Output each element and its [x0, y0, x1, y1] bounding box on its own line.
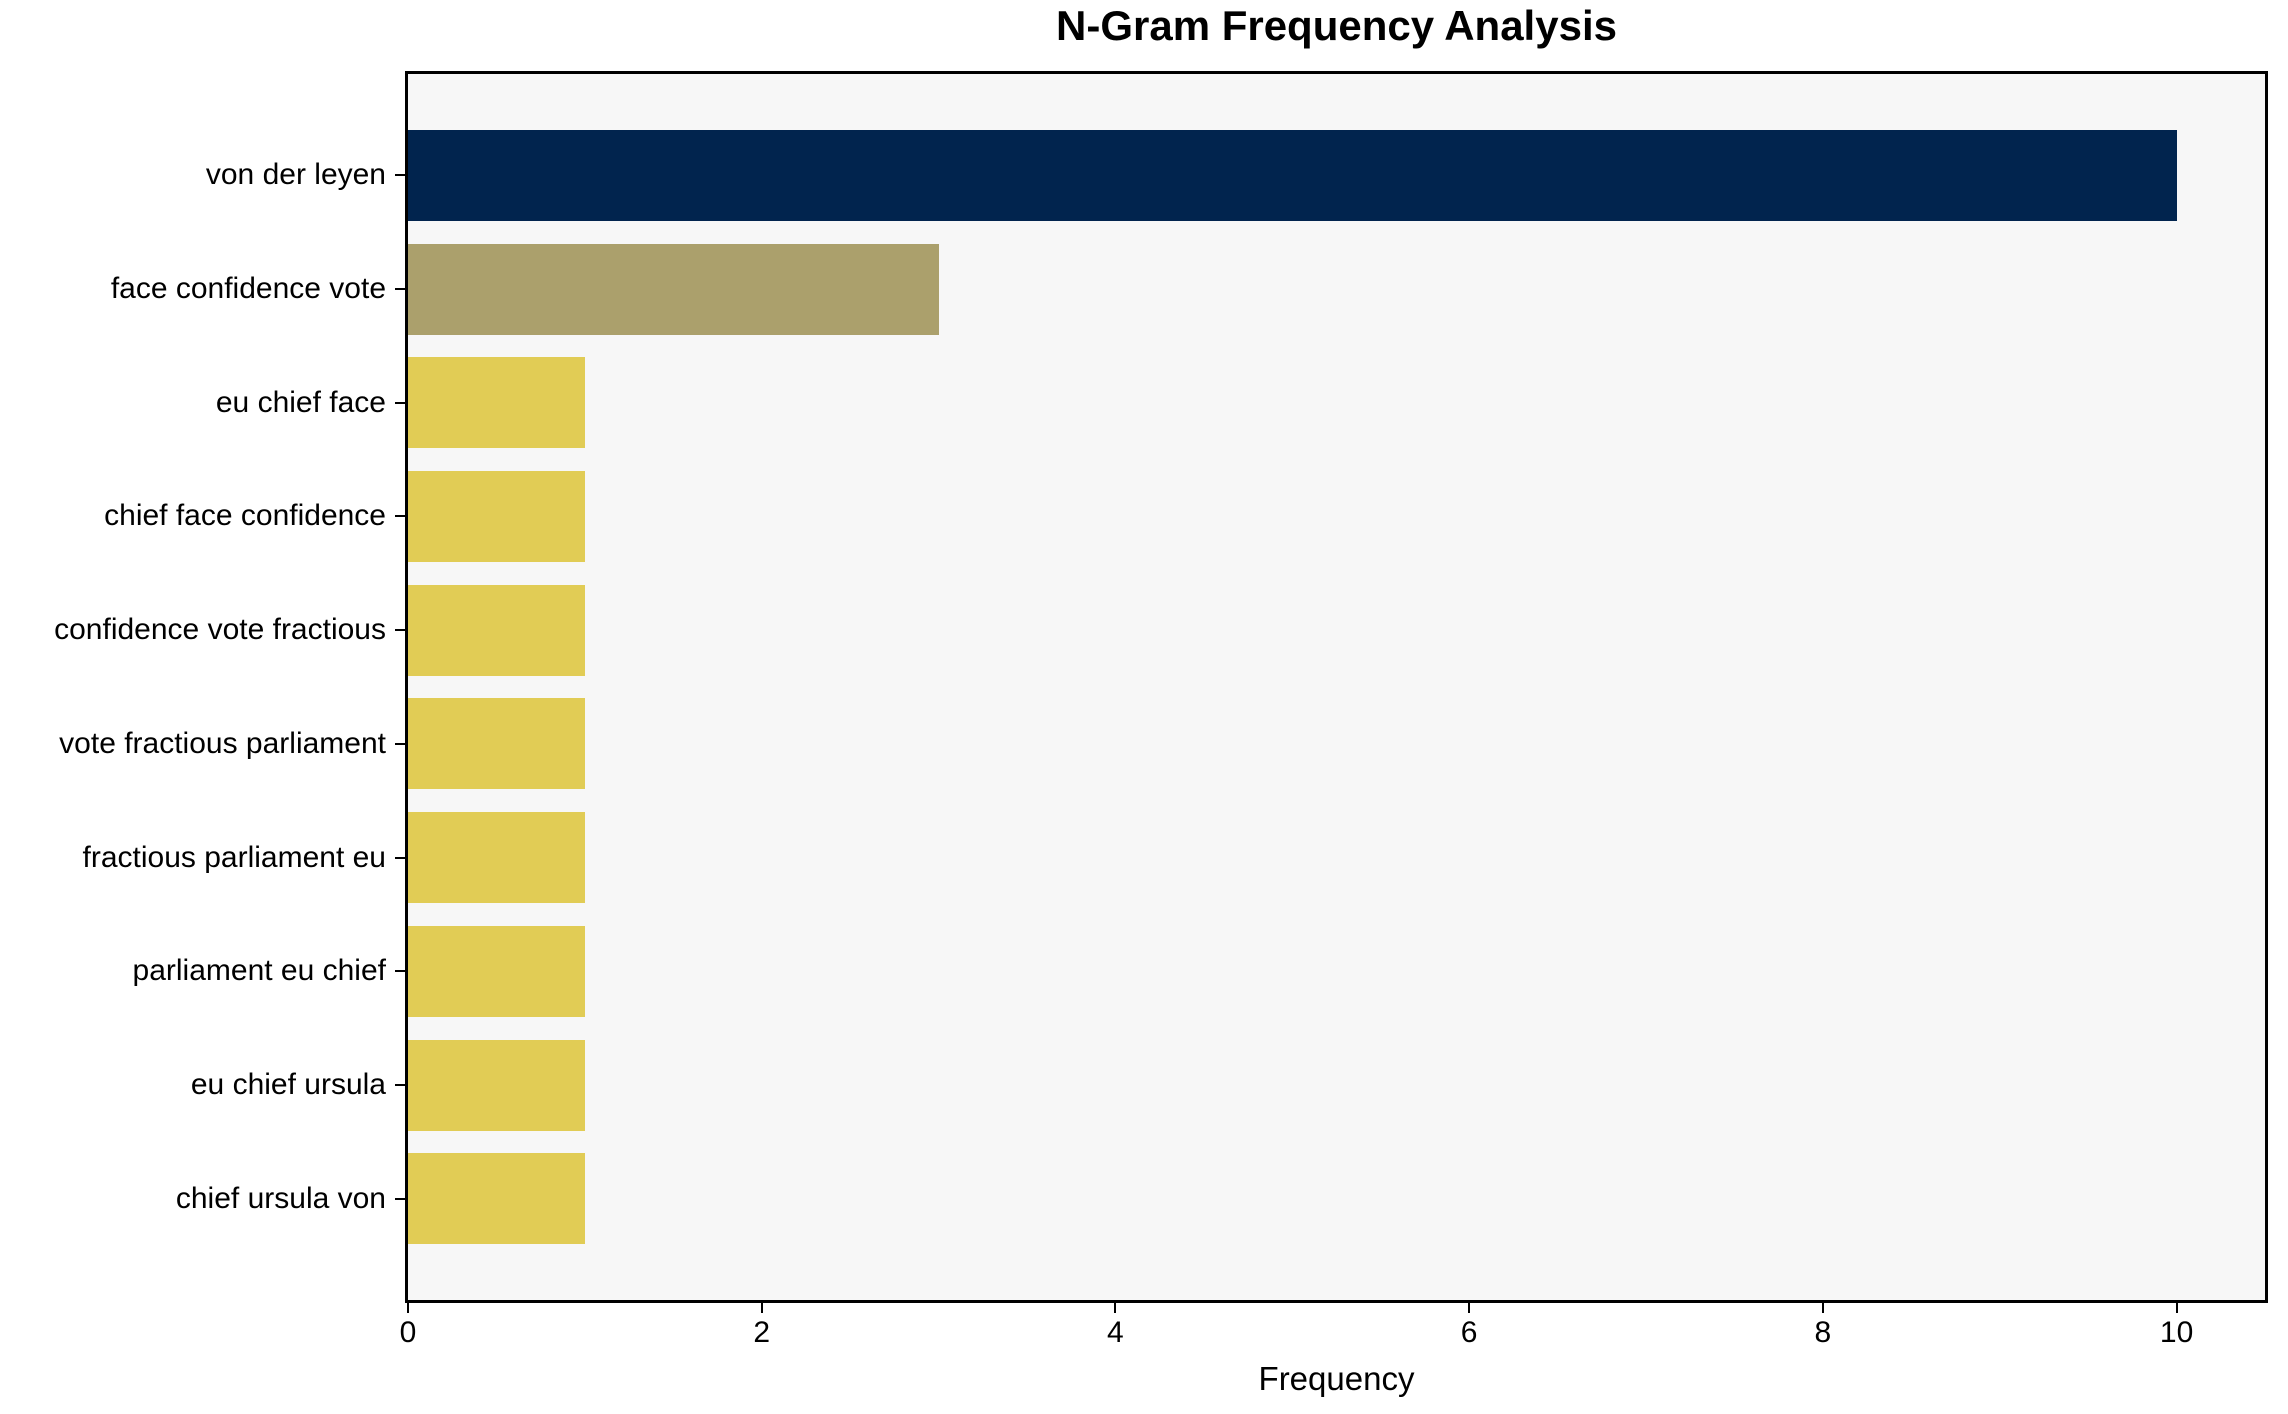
x-tick-mark [760, 1303, 763, 1313]
bar-eu-chief-face [408, 357, 585, 449]
x-tick-label-2: 2 [753, 1316, 771, 1349]
x-axis-title: Frequency [1258, 1360, 1415, 1397]
plot-area [405, 71, 2268, 1303]
y-tick-mark [395, 287, 405, 290]
x-tick-label-8: 8 [1814, 1316, 1832, 1349]
y-label-chief-ursula-von: chief ursula von [175, 1181, 386, 1215]
x-tick-mark [2175, 1303, 2178, 1313]
bar-eu-chief-ursula [408, 1039, 585, 1131]
y-tick-mark [395, 742, 405, 745]
x-tick-mark [1468, 1303, 1471, 1313]
y-tick-mark [395, 174, 405, 177]
bar-vote-fractious-parliament [408, 698, 585, 790]
y-tick-mark [395, 515, 405, 518]
y-label-chief-face-confidence: chief face confidence [104, 499, 386, 533]
x-tick-label-0: 0 [399, 1316, 417, 1349]
y-tick-mark [395, 401, 405, 404]
bar-confidence-vote-fractious [408, 584, 585, 676]
y-label-parliament-eu-chief: parliament eu chief [132, 954, 386, 988]
x-tick-label-4: 4 [1107, 1316, 1124, 1349]
bar-fractious-parliament-eu [408, 812, 585, 904]
y-label-fractious-parliament-eu: fractious parliament eu [82, 840, 387, 874]
bar-von-der-leyen [408, 129, 2177, 221]
x-tick-mark [1821, 1303, 1824, 1313]
bar-chief-ursula-von [408, 1153, 585, 1245]
y-label-von-der-leyen: von der leyen [205, 158, 386, 192]
y-tick-mark [395, 1084, 405, 1087]
y-tick-mark [395, 970, 405, 973]
y-label-vote-fractious-parliament: vote fractious parliament [59, 726, 386, 760]
bar-face-confidence-vote [408, 243, 939, 335]
y-label-eu-chief-ursula: eu chief ursula [190, 1068, 386, 1102]
x-tick-mark [1114, 1303, 1117, 1313]
y-tick-mark [395, 856, 405, 859]
chart-title: N-Gram Frequency Analysis [1056, 2, 1617, 49]
y-tick-mark [395, 629, 405, 632]
x-tick-mark [407, 1303, 409, 1313]
x-tick-label-6: 6 [1460, 1316, 1478, 1349]
bar-chief-face-confidence [408, 470, 585, 562]
x-tick-label-10: 10 [2159, 1316, 2194, 1349]
y-label-confidence-vote-fractious: confidence vote fractious [54, 613, 386, 647]
y-label-eu-chief-face: eu chief face [215, 385, 386, 419]
y-tick-mark [395, 1197, 405, 1200]
y-label-face-confidence-vote: face confidence vote [110, 271, 386, 305]
bar-parliament-eu-chief [408, 925, 585, 1017]
